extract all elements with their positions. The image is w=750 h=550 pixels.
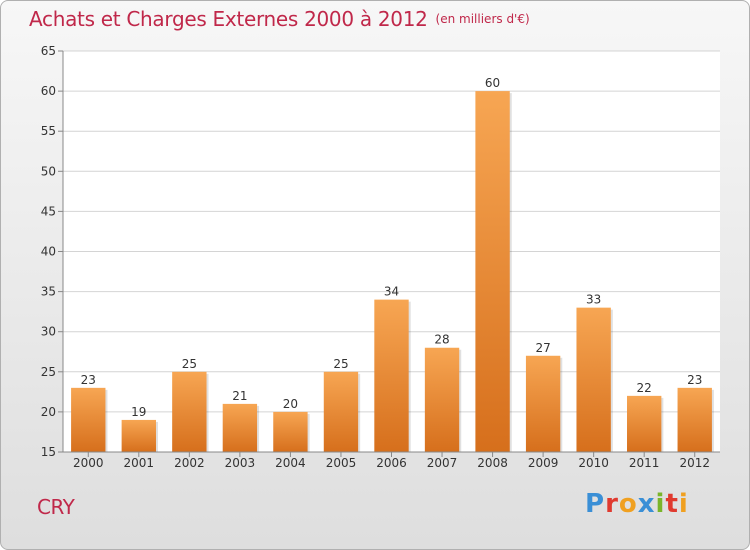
commune-name: CRY xyxy=(37,495,75,519)
bar-2002 xyxy=(172,371,207,452)
y-tick-label: 15 xyxy=(41,445,56,459)
data-label-2010: 33 xyxy=(586,293,601,307)
y-tick-label: 25 xyxy=(41,365,56,379)
data-label-2005: 25 xyxy=(333,357,348,371)
x-tick-label-2005: 2005 xyxy=(326,456,357,470)
y-tick-label: 45 xyxy=(41,204,56,218)
x-tick-label-2000: 2000 xyxy=(73,456,104,470)
data-label-2009: 27 xyxy=(535,341,550,355)
x-tick-label-2007: 2007 xyxy=(427,456,458,470)
x-tick-label-2006: 2006 xyxy=(376,456,407,470)
y-tick-label: 30 xyxy=(41,325,56,339)
bars: 23 19 25 21 20 25 34 28 60 27 33 22 23 xyxy=(71,76,714,452)
x-tick-label-2004: 2004 xyxy=(275,456,306,470)
bar-2008 xyxy=(475,91,510,452)
x-tick-label-2009: 2009 xyxy=(528,456,559,470)
bar-2010 xyxy=(576,307,611,452)
bar-2004 xyxy=(273,411,308,452)
bar-2001 xyxy=(121,419,156,452)
bar-2007 xyxy=(424,347,460,452)
title-row: Achats et Charges Externes 2000 à 2012 (e… xyxy=(29,7,530,31)
data-label-2001: 19 xyxy=(131,405,146,419)
data-label-2002: 25 xyxy=(182,357,197,371)
data-label-2006: 34 xyxy=(384,285,399,299)
bar-2011 xyxy=(627,395,662,452)
x-tick-label-2010: 2010 xyxy=(578,456,609,470)
y-tick-label: 50 xyxy=(41,164,56,178)
logo-letter: i xyxy=(655,489,666,519)
x-tick-label-2001: 2001 xyxy=(124,456,155,470)
x-tick-label-2011: 2011 xyxy=(629,456,660,470)
data-label-2011: 22 xyxy=(637,381,652,395)
data-label-2000: 23 xyxy=(81,373,96,387)
bar-2012 xyxy=(677,387,712,452)
bar-2005 xyxy=(323,371,359,452)
bar-2000 xyxy=(71,387,106,452)
data-label-2012: 23 xyxy=(687,373,702,387)
logo-letter: t xyxy=(665,489,679,519)
data-label-2008: 60 xyxy=(485,76,500,90)
y-tick-label: 55 xyxy=(41,124,56,138)
axes: 15 20 25 30 35 40 45 50 55 60 65 2000 2001 2002 2003 20… xyxy=(41,44,720,470)
x-tick-label-2003: 2003 xyxy=(225,456,256,470)
y-tick-label: 65 xyxy=(41,44,56,58)
y-tick-label: 20 xyxy=(41,405,56,419)
x-tick-label-2002: 2002 xyxy=(174,456,205,470)
logo-letter: i xyxy=(678,489,689,519)
data-label-2004: 20 xyxy=(283,397,298,411)
logo-letter: o xyxy=(618,489,638,519)
data-label-2003: 21 xyxy=(232,389,247,403)
bar-2003 xyxy=(222,403,258,452)
y-tick-label: 35 xyxy=(41,285,56,299)
y-tick-label: 40 xyxy=(41,245,56,259)
logo-letter: r xyxy=(605,489,619,519)
x-tick-label-2008: 2008 xyxy=(477,456,508,470)
bar-2006 xyxy=(374,299,409,452)
bar-2009 xyxy=(525,355,561,452)
logo-letter: x xyxy=(637,489,656,519)
chart-title: Achats et Charges Externes 2000 à 2012 xyxy=(29,7,428,31)
x-tick-label-2012: 2012 xyxy=(679,456,710,470)
proxiti-logo: Proxiti xyxy=(585,489,689,519)
y-tick-label: 60 xyxy=(41,84,56,98)
chart-unit: (en milliers d'€) xyxy=(435,12,530,26)
logo-letter: P xyxy=(585,489,606,519)
data-label-2007: 28 xyxy=(434,333,449,347)
